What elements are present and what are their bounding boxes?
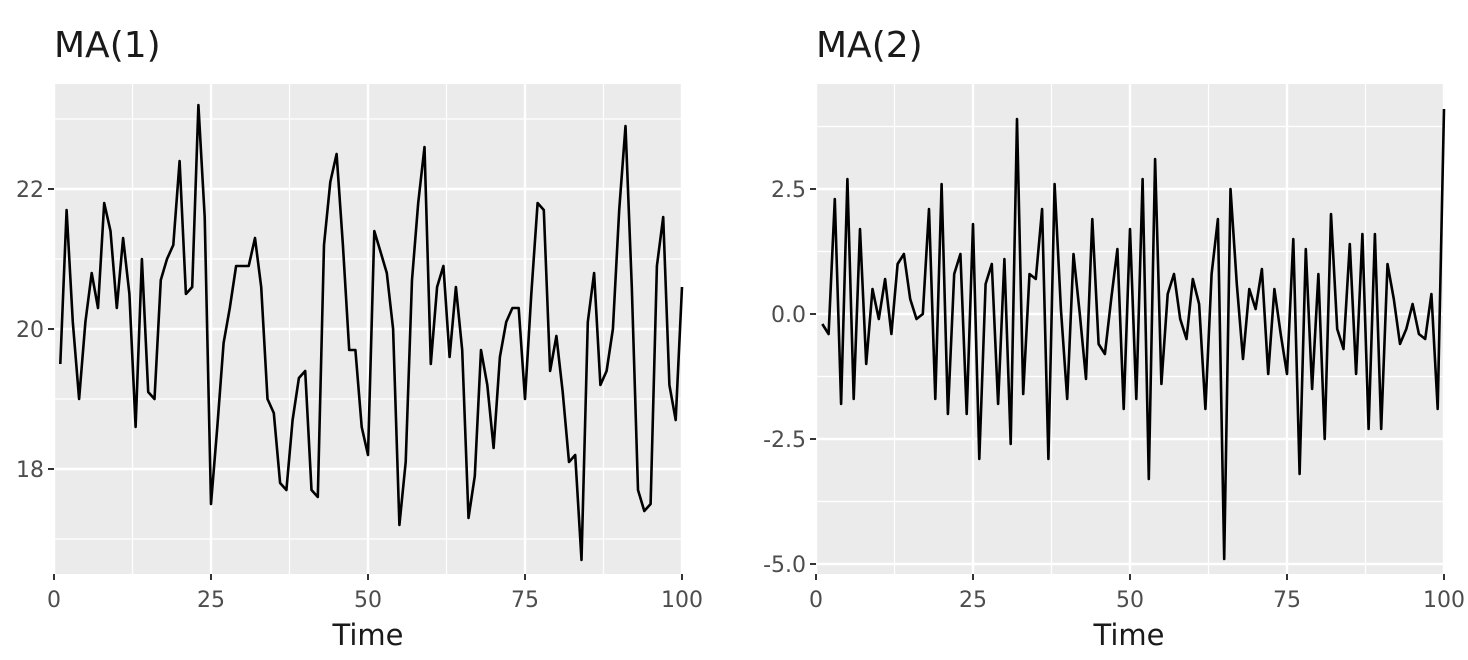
x-tick-label: 100 [661, 588, 703, 613]
ma2-chart: MA(2) Time 0 25 50 75 100 -5.0 -2.5 0.0 2.5 [763, 25, 1465, 652]
y-tick-label: -5.0 [763, 553, 806, 578]
y-tick-label: 2.5 [771, 178, 806, 203]
series-line [821, 108, 1446, 561]
x-tick-label: 0 [809, 588, 823, 613]
x-tick-label: 50 [354, 588, 382, 613]
y-tick-label: 20 [16, 318, 44, 343]
gridlines [814, 84, 1446, 574]
x-tick-label: 25 [197, 588, 225, 613]
y-tick-label: 22 [16, 178, 44, 203]
x-tick-label: 50 [1116, 588, 1144, 613]
ma1-chart: MA(1) Time 0 25 50 75 100 18 20 22 [16, 25, 703, 652]
series-line [59, 103, 684, 562]
x-tick-label: 75 [511, 588, 539, 613]
y-tick-label: 18 [16, 458, 44, 483]
y-tick-label: -2.5 [763, 428, 806, 453]
x-axis-title: Time [1093, 618, 1165, 652]
x-tick-label: 25 [959, 588, 987, 613]
chart-title: MA(2) [816, 25, 923, 66]
chart-title: MA(1) [54, 25, 161, 66]
x-tick-label: 0 [47, 588, 61, 613]
y-tick-label: 0.0 [771, 303, 806, 328]
x-tick-label: 100 [1423, 588, 1465, 613]
x-tick-label: 75 [1273, 588, 1301, 613]
x-axis-title: Time [332, 618, 404, 652]
